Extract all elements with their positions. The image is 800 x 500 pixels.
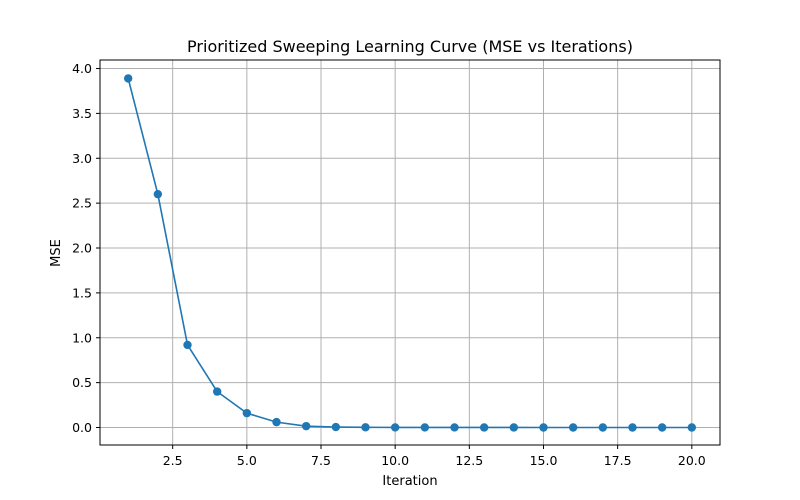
y-tick-label: 2.5 (72, 196, 92, 211)
y-tick-label: 1.5 (72, 285, 92, 300)
x-tick-label: 7.5 (311, 453, 331, 468)
y-tick-label: 0.0 (72, 420, 92, 435)
data-point (628, 423, 637, 432)
chart-title: Prioritized Sweeping Learning Curve (MSE… (187, 37, 633, 56)
grid (100, 60, 720, 445)
data-point (361, 423, 370, 432)
data-point (509, 423, 519, 432)
plot-area (99, 59, 721, 446)
data-point (657, 423, 667, 432)
y-axis: 0.0 0.5 1.0 1.5 2.0 2.5 3.0 3.5 4.0 (72, 61, 100, 435)
x-tick-label: 5.0 (237, 453, 257, 468)
data-point (212, 387, 222, 396)
x-tick-label: 12.5 (455, 453, 483, 468)
data-point (568, 423, 578, 432)
x-axis-label: Iteration (382, 474, 437, 489)
y-tick-label: 1.0 (72, 330, 92, 345)
x-tick-label: 17.5 (604, 453, 632, 468)
data-point (687, 423, 697, 432)
data-point (123, 74, 133, 83)
series-polyline (127, 78, 692, 429)
series-line (123, 74, 697, 432)
data-point (301, 421, 311, 431)
data-point (153, 189, 163, 199)
x-tick-label: 20.0 (678, 453, 706, 468)
data-point (420, 423, 430, 432)
y-tick-label: 3.0 (72, 151, 92, 166)
data-point (598, 423, 608, 432)
y-axis-label: MSE (49, 239, 64, 267)
data-point (183, 340, 192, 350)
x-tick-label: 15.0 (530, 453, 558, 468)
y-tick-label: 4.0 (72, 61, 92, 76)
data-point (272, 417, 281, 427)
data-point (539, 423, 548, 432)
y-tick-label: 3.5 (72, 106, 92, 121)
data-point (242, 408, 252, 418)
x-tick-label: 10.0 (381, 453, 409, 468)
x-axis: 2.5 5.0 7.5 10.0 12.5 15.0 17.5 20.0 (163, 445, 706, 468)
data-point (331, 422, 341, 432)
data-point (479, 423, 489, 432)
y-tick-label: 0.5 (72, 375, 92, 390)
data-point (390, 423, 400, 432)
y-tick-label: 2.0 (72, 241, 92, 256)
x-tick-label: 2.5 (163, 453, 183, 468)
data-point (450, 423, 459, 432)
